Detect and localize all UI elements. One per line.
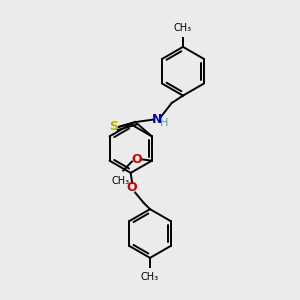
Text: CH₃: CH₃ xyxy=(141,272,159,282)
Text: N: N xyxy=(152,113,162,126)
Text: CH₃: CH₃ xyxy=(111,176,129,186)
Text: CH₃: CH₃ xyxy=(174,23,192,33)
Text: S: S xyxy=(109,120,118,133)
Text: H: H xyxy=(160,118,168,128)
Text: O: O xyxy=(131,153,142,166)
Text: O: O xyxy=(127,181,137,194)
